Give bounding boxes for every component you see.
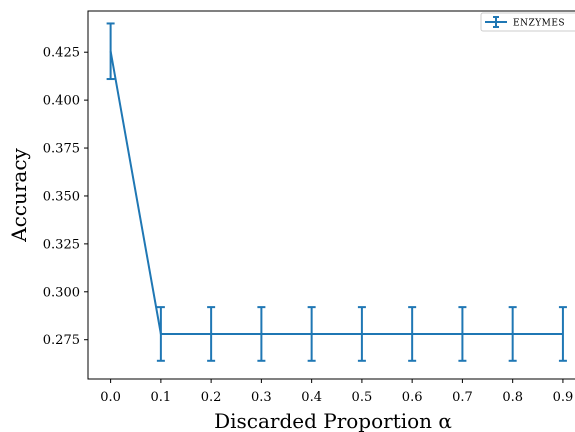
x-tick-label: 0.3: [251, 390, 272, 405]
y-tick-label: 0.375: [43, 142, 80, 157]
y-axis-title: Accuracy: [7, 147, 31, 242]
error-bar: [558, 306, 567, 362]
y-tick-label: 0.275: [43, 333, 80, 348]
y-tick-label: 0.325: [43, 237, 80, 252]
y-tick-label: 0.300: [43, 285, 80, 300]
x-tick-label: 0.0: [100, 390, 121, 405]
legend: ENZYMES: [480, 12, 575, 32]
error-bar: [207, 306, 216, 362]
error-bar: [257, 306, 266, 362]
plot-area: [106, 22, 567, 362]
y-tick-label: 0.425: [43, 46, 80, 61]
error-bar: [307, 306, 316, 362]
x-tick-label: 0.5: [352, 390, 373, 405]
x-tick-label: 0.9: [553, 390, 574, 405]
legend-label: ENZYMES: [513, 19, 565, 29]
x-tick-label: 0.2: [201, 390, 222, 405]
error-bar: [508, 306, 517, 362]
y-axis-ticks: 0.275 0.300 0.325 0.350 0.375 0.400 0.425: [43, 46, 88, 348]
x-tick-label: 0.8: [502, 390, 523, 405]
x-tick-label: 0.4: [301, 390, 322, 405]
error-bar: [156, 306, 165, 362]
error-bar: [458, 306, 467, 362]
x-tick-label: 0.1: [151, 390, 172, 405]
y-tick-label: 0.350: [43, 189, 80, 204]
series-line-enzymes: [109, 51, 563, 335]
legend-swatch: [485, 16, 507, 28]
legend-box: [480, 12, 575, 32]
x-axis-title: Discarded Proportion α: [214, 409, 452, 432]
x-axis-ticks: 0.0 0.1 0.2 0.3 0.4 0.5 0.6 0.7 0.8 0.9: [100, 379, 573, 405]
error-bar: [408, 306, 417, 362]
plot-frame: [87, 10, 575, 380]
x-tick-label: 0.7: [452, 390, 473, 405]
x-tick-label: 0.6: [402, 390, 423, 405]
error-bar: [357, 306, 366, 362]
y-tick-label: 0.400: [43, 94, 80, 109]
error-bar: [106, 22, 115, 81]
